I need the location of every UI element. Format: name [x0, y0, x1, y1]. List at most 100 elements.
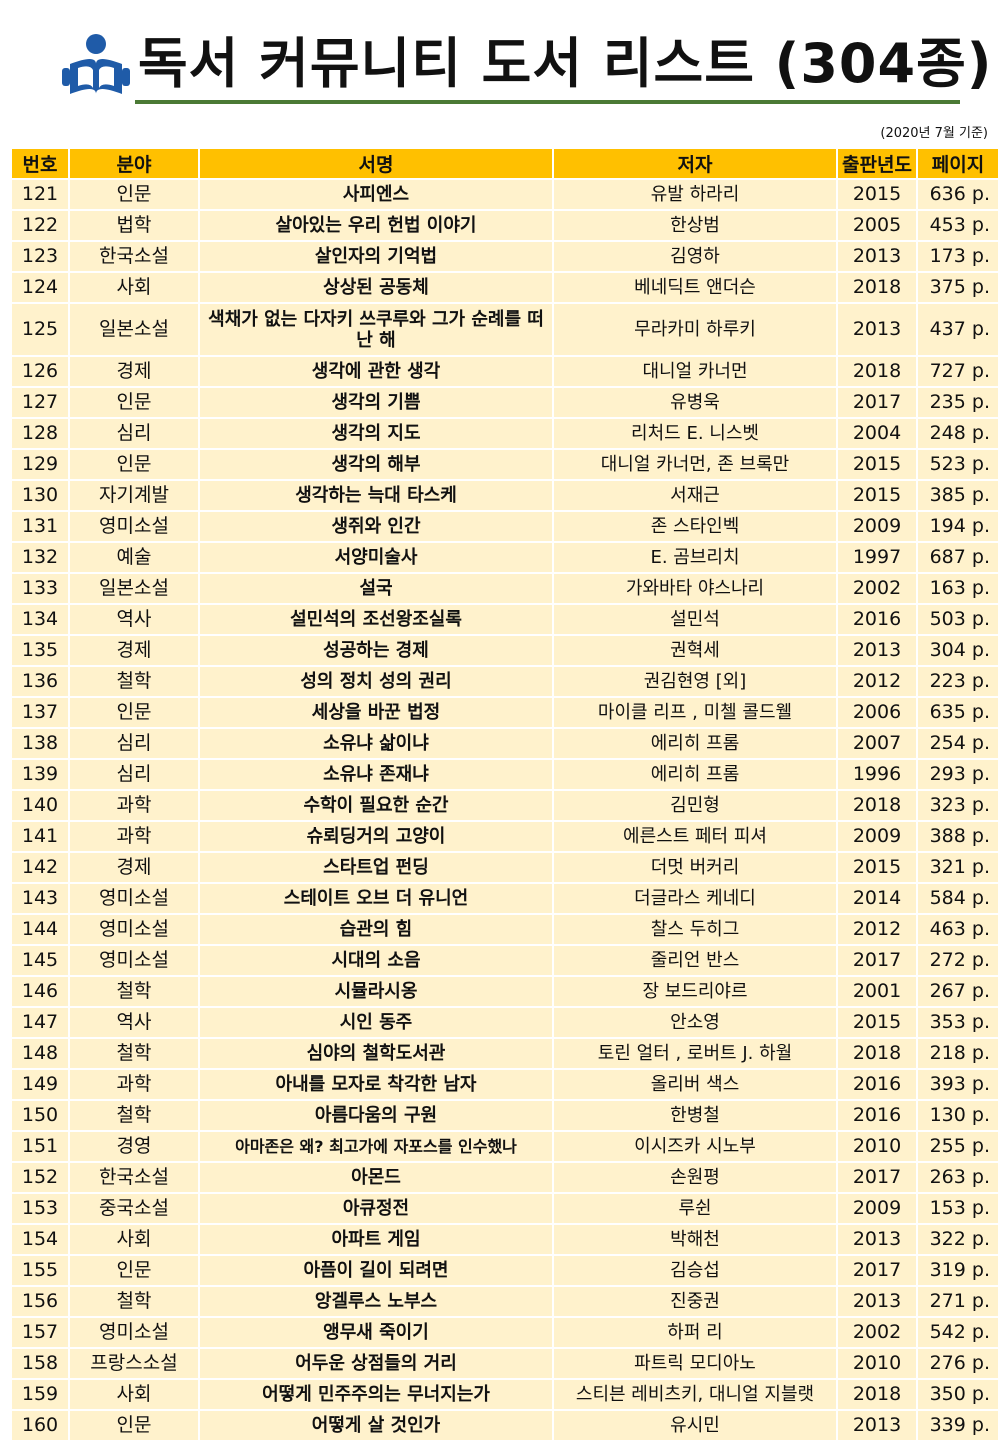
row-title: 어두운 상점들의 거리: [198, 1347, 554, 1380]
table-row: 146 철학 시뮬라시옹 장 보드리야르 2001 267 p.: [10, 975, 1000, 1008]
row-author: 유시민: [552, 1409, 838, 1442]
row-genre: 역사: [68, 603, 200, 636]
column-header-genre: 분야: [68, 147, 200, 180]
row-number: 145: [10, 944, 70, 977]
table-row: 149 과학 아내를 모자로 착각한 남자 올리버 색스 2016 393 p.: [10, 1068, 1000, 1101]
row-genre: 과학: [68, 1068, 200, 1101]
row-genre: 과학: [68, 820, 200, 853]
row-year: 2013: [836, 302, 918, 357]
row-title: 성의 정치 성의 권리: [198, 665, 554, 698]
row-pages: 323 p.: [916, 789, 1000, 822]
row-author: 유발 하라리: [552, 178, 838, 211]
row-author: 존 스타인벡: [552, 510, 838, 543]
row-title: 서양미술사: [198, 541, 554, 574]
row-number: 152: [10, 1161, 70, 1194]
row-pages: 636 p.: [916, 178, 1000, 211]
row-number: 149: [10, 1068, 70, 1101]
table-row: 141 과학 슈뢰딩거의 고양이 에른스트 페터 피셔 2009 388 p.: [10, 820, 1000, 853]
row-author: E. 곰브리치: [552, 541, 838, 574]
table-row: 121 인문 사피엔스 유발 하라리 2015 636 p.: [10, 178, 1000, 211]
row-year: 2016: [836, 603, 918, 636]
table-row: 126 경제 생각에 관한 생각 대니얼 카너먼 2018 727 p.: [10, 355, 1000, 388]
row-author: 하퍼 리: [552, 1316, 838, 1349]
row-year: 2017: [836, 944, 918, 977]
row-title: 아내를 모자로 착각한 남자: [198, 1068, 554, 1101]
row-number: 123: [10, 240, 70, 273]
row-author: 권혁세: [552, 634, 838, 667]
row-year: 2015: [836, 448, 918, 481]
row-author: 줄리언 반스: [552, 944, 838, 977]
page-title: 독서 커뮤니티 도서 리스트 (304종): [138, 32, 993, 95]
row-pages: 635 p.: [916, 696, 1000, 729]
row-title: 시인 동주: [198, 1006, 554, 1039]
row-genre: 심리: [68, 758, 200, 791]
table-row: 132 예술 서양미술사 E. 곰브리치 1997 687 p.: [10, 541, 1000, 574]
row-number: 151: [10, 1130, 70, 1163]
row-pages: 163 p.: [916, 572, 1000, 605]
book-list-table: 번호 분야 서명 저자 출판년도 페이지 121 인문 사피엔스 유발 하라리 2015…: [10, 147, 1000, 1442]
row-year: 2013: [836, 1409, 918, 1442]
row-year: 2018: [836, 271, 918, 304]
row-pages: 130 p.: [916, 1099, 1000, 1132]
row-title: 심야의 철학도서관: [198, 1037, 554, 1070]
row-pages: 393 p.: [916, 1068, 1000, 1101]
row-year: 2018: [836, 355, 918, 388]
row-year: 2017: [836, 386, 918, 419]
row-genre: 사회: [68, 1378, 200, 1411]
table-body: 121 인문 사피엔스 유발 하라리 2015 636 p. 122 법학 살아있는 우리 헌법…: [10, 178, 1000, 1442]
table-row: 151 경영 아마존은 왜? 최고가에 자포스를 인수했나 이시즈카 시노부 2010 2…: [10, 1130, 1000, 1163]
row-genre: 인문: [68, 696, 200, 729]
row-pages: 385 p.: [916, 479, 1000, 512]
table-row: 131 영미소설 생쥐와 인간 존 스타인벡 2009 194 p.: [10, 510, 1000, 543]
row-pages: 453 p.: [916, 209, 1000, 242]
row-year: 2013: [836, 634, 918, 667]
row-genre: 영미소설: [68, 1316, 200, 1349]
row-year: 2002: [836, 1316, 918, 1349]
row-author: 에리히 프롬: [552, 727, 838, 760]
row-title: 아몬드: [198, 1161, 554, 1194]
row-number: 153: [10, 1192, 70, 1225]
row-author: 찰스 두히그: [552, 913, 838, 946]
row-author: 올리버 색스: [552, 1068, 838, 1101]
table-row: 124 사회 상상된 공동체 베네딕트 앤더슨 2018 375 p.: [10, 271, 1000, 304]
row-genre: 일본소설: [68, 302, 200, 357]
row-author: 스티븐 레비츠키, 대니얼 지블랫: [552, 1378, 838, 1411]
row-number: 147: [10, 1006, 70, 1039]
title-underline: [135, 100, 960, 104]
row-title: 생각의 기쁨: [198, 386, 554, 419]
row-pages: 223 p.: [916, 665, 1000, 698]
row-pages: 388 p.: [916, 820, 1000, 853]
row-genre: 사회: [68, 271, 200, 304]
row-year: 2009: [836, 1192, 918, 1225]
row-number: 143: [10, 882, 70, 915]
row-number: 136: [10, 665, 70, 698]
table-row: 147 역사 시인 동주 안소영 2015 353 p.: [10, 1006, 1000, 1039]
row-year: 2018: [836, 1378, 918, 1411]
row-title: 소유냐 존재냐: [198, 758, 554, 791]
date-note: (2020년 7월 기준): [880, 126, 988, 141]
row-author: 에른스트 페터 피셔: [552, 820, 838, 853]
row-author: 한병철: [552, 1099, 838, 1132]
table-row: 157 영미소설 앵무새 죽이기 하퍼 리 2002 542 p.: [10, 1316, 1000, 1349]
table-row: 134 역사 설민석의 조선왕조실록 설민석 2016 503 p.: [10, 603, 1000, 636]
row-author: 에리히 프롬: [552, 758, 838, 791]
row-number: 131: [10, 510, 70, 543]
row-number: 132: [10, 541, 70, 574]
row-number: 134: [10, 603, 70, 636]
row-year: 2007: [836, 727, 918, 760]
column-header-number: 번호: [10, 147, 70, 180]
row-genre: 철학: [68, 665, 200, 698]
row-pages: 319 p.: [916, 1254, 1000, 1287]
table-row: 156 철학 앙겔루스 노부스 진중권 2013 271 p.: [10, 1285, 1000, 1318]
row-genre: 영미소설: [68, 913, 200, 946]
row-year: 2009: [836, 510, 918, 543]
row-author: 더멋 버커리: [552, 851, 838, 884]
row-author: 서재근: [552, 479, 838, 512]
row-number: 141: [10, 820, 70, 853]
row-year: 2009: [836, 820, 918, 853]
table-row: 140 과학 수학이 필요한 순간 김민형 2018 323 p.: [10, 789, 1000, 822]
table-row: 160 인문 어떻게 살 것인가 유시민 2013 339 p.: [10, 1409, 1000, 1442]
row-pages: 503 p.: [916, 603, 1000, 636]
row-number: 133: [10, 572, 70, 605]
table-row: 142 경제 스타트업 펀딩 더멋 버커리 2015 321 p.: [10, 851, 1000, 884]
